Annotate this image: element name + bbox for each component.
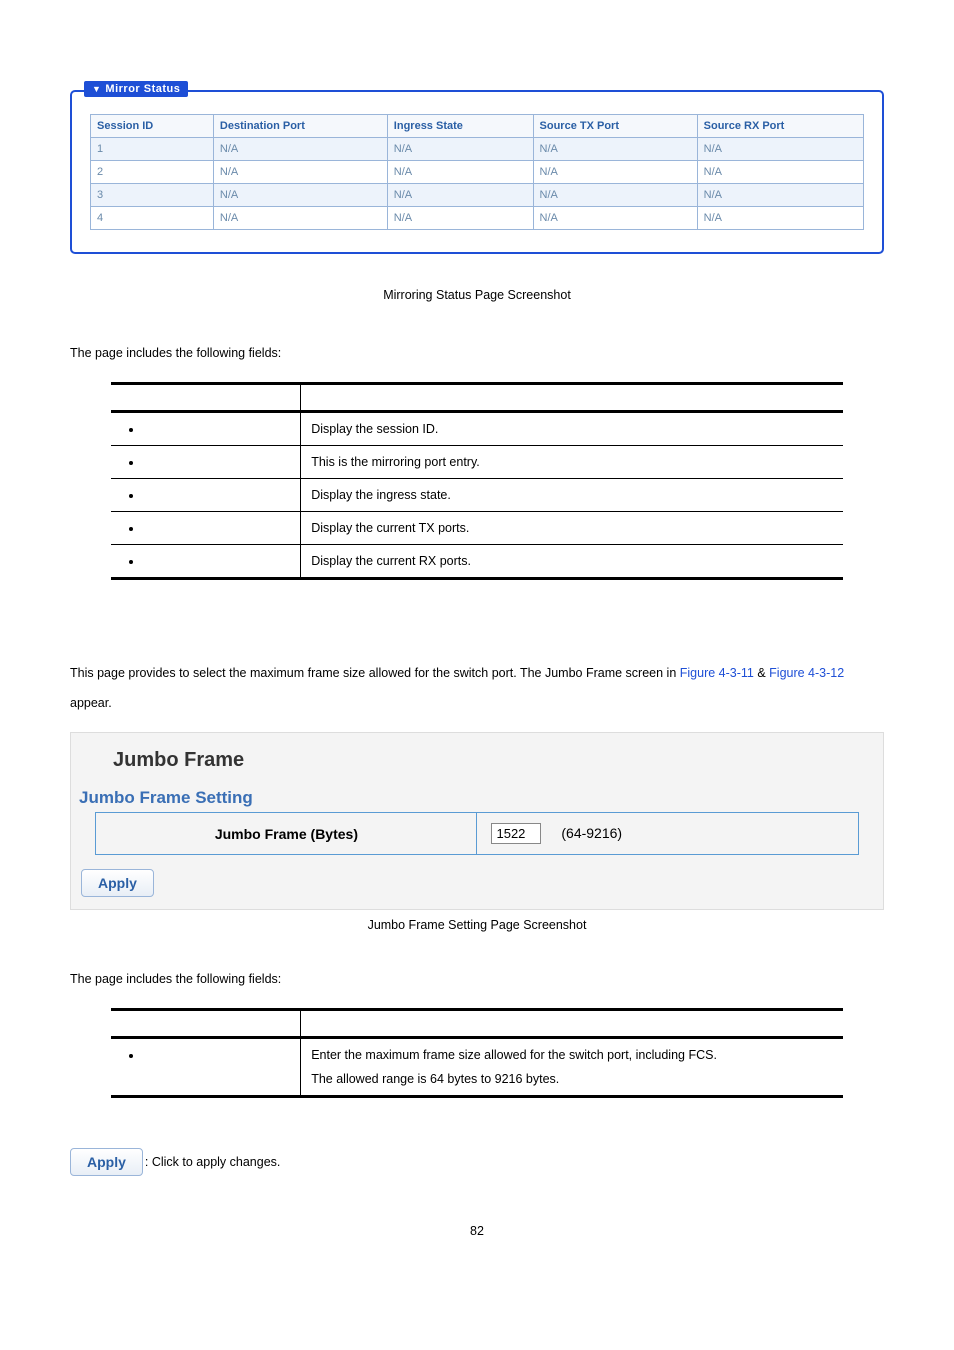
table-row: 4 N/A N/A N/A N/A <box>91 207 864 230</box>
intro-post: appear. <box>70 696 112 710</box>
chevron-down-icon: ▼ <box>92 84 101 94</box>
bullet-icon <box>129 461 133 465</box>
intro-text-1: The page includes the following fields: <box>70 346 884 360</box>
bullet-icon <box>129 428 133 432</box>
cell: N/A <box>213 184 387 207</box>
cell: N/A <box>697 207 863 230</box>
cell: N/A <box>533 161 697 184</box>
cell: 1 <box>91 138 214 161</box>
jumbo-label: Jumbo Frame (Bytes) <box>96 813 477 855</box>
cell: N/A <box>213 207 387 230</box>
cell: N/A <box>697 138 863 161</box>
jumbo-value-cell: (64-9216) <box>477 813 858 855</box>
jumbo-frame-input[interactable] <box>491 823 541 844</box>
table-row: Display the current RX ports. <box>111 545 844 579</box>
figure-caption-mirror: Mirroring Status Page Screenshot <box>70 288 884 302</box>
jumbo-frame-panel: Jumbo Frame Jumbo Frame Setting Jumbo Fr… <box>70 732 884 910</box>
col-source-rx: Source RX Port <box>697 115 863 138</box>
table-row: Display the ingress state. <box>111 479 844 512</box>
jumbo-range: (64-9216) <box>561 825 622 841</box>
col-ingress-state: Ingress State <box>387 115 533 138</box>
field-desc: Display the session ID. <box>301 412 844 446</box>
fields-header-object <box>111 1010 301 1038</box>
cell: N/A <box>213 161 387 184</box>
field-object <box>111 512 301 545</box>
table-row: 1 N/A N/A N/A N/A <box>91 138 864 161</box>
intro-amp: & <box>754 666 769 680</box>
bullet-icon <box>129 494 133 498</box>
fields-header-desc <box>301 1010 844 1038</box>
figure-link-2[interactable]: Figure 4-3-12 <box>769 666 844 680</box>
cell: N/A <box>697 161 863 184</box>
jumbo-setting-table: Jumbo Frame (Bytes) (64-9216) <box>95 812 858 855</box>
field-desc: Enter the maximum frame size allowed for… <box>301 1038 844 1097</box>
cell: N/A <box>387 161 533 184</box>
mirror-status-panel: ▼ Mirror Status Session ID Destination P… <box>70 90 884 254</box>
table-row: This is the mirroring port entry. <box>111 446 844 479</box>
cell: 2 <box>91 161 214 184</box>
fields-table-1: Display the session ID. This is the mirr… <box>111 382 844 580</box>
mirror-status-table: Session ID Destination Port Ingress Stat… <box>90 114 864 230</box>
jumbo-subtitle: Jumbo Frame Setting <box>71 788 883 812</box>
bullet-icon <box>129 1054 133 1058</box>
field-object <box>111 412 301 446</box>
field-object <box>111 446 301 479</box>
bullet-icon <box>129 560 133 564</box>
mirror-status-label: Mirror Status <box>105 83 180 95</box>
mirror-status-title: ▼ Mirror Status <box>84 81 188 97</box>
field-object <box>111 479 301 512</box>
apply-button[interactable]: Apply <box>81 869 154 897</box>
apply-desc: : Click to apply changes. <box>145 1155 281 1169</box>
cell: N/A <box>533 184 697 207</box>
field-desc: Display the current RX ports. <box>301 545 844 579</box>
cell: 4 <box>91 207 214 230</box>
cell: N/A <box>387 184 533 207</box>
field-desc: Display the ingress state. <box>301 479 844 512</box>
table-row: 3 N/A N/A N/A N/A <box>91 184 864 207</box>
cell: N/A <box>697 184 863 207</box>
col-source-tx: Source TX Port <box>533 115 697 138</box>
intro-pre: This page provides to select the maximum… <box>70 666 680 680</box>
field-object <box>111 545 301 579</box>
table-row: Enter the maximum frame size allowed for… <box>111 1038 844 1097</box>
col-session-id: Session ID <box>91 115 214 138</box>
col-destination-port: Destination Port <box>213 115 387 138</box>
cell: N/A <box>213 138 387 161</box>
figure-caption-jumbo: Jumbo Frame Setting Page Screenshot <box>70 918 884 932</box>
fields-header-desc <box>301 384 844 412</box>
field-desc: This is the mirroring port entry. <box>301 446 844 479</box>
figure-link-1[interactable]: Figure 4-3-11 <box>680 666 754 680</box>
field-object <box>111 1038 301 1097</box>
fields-header-object <box>111 384 301 412</box>
cell: N/A <box>387 207 533 230</box>
table-header-row: Session ID Destination Port Ingress Stat… <box>91 115 864 138</box>
apply-description-row: Apply : Click to apply changes. <box>70 1148 884 1176</box>
table-row: Display the session ID. <box>111 412 844 446</box>
table-row: 2 N/A N/A N/A N/A <box>91 161 864 184</box>
table-row: Display the current TX ports. <box>111 512 844 545</box>
cell: N/A <box>533 207 697 230</box>
jumbo-intro: This page provides to select the maximum… <box>70 658 884 718</box>
fields-table-2: Enter the maximum frame size allowed for… <box>111 1008 844 1098</box>
apply-button-inline[interactable]: Apply <box>70 1148 143 1176</box>
desc-line-1: Enter the maximum frame size allowed for… <box>311 1048 833 1062</box>
cell: N/A <box>387 138 533 161</box>
bullet-icon <box>129 527 133 531</box>
page-number: 82 <box>70 1224 884 1238</box>
cell: N/A <box>533 138 697 161</box>
desc-line-2: The allowed range is 64 bytes to 9216 by… <box>311 1072 833 1086</box>
jumbo-title: Jumbo Frame <box>71 745 883 788</box>
field-desc: Display the current TX ports. <box>301 512 844 545</box>
cell: 3 <box>91 184 214 207</box>
intro-text-2: The page includes the following fields: <box>70 972 884 986</box>
